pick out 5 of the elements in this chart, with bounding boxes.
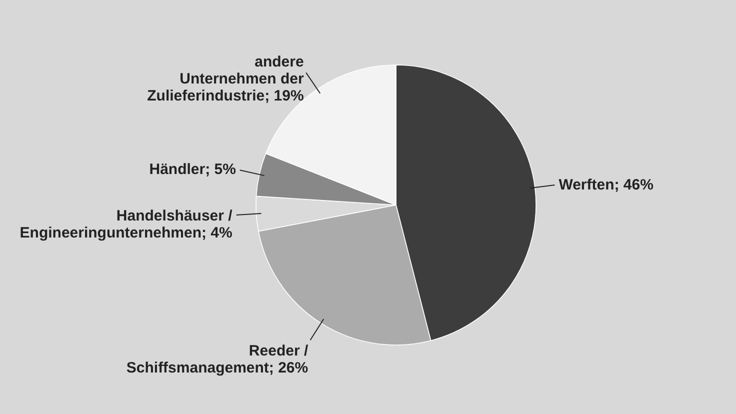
slice-label: Händler; 5% xyxy=(149,161,236,178)
slice-label: andere Unternehmen der Zulieferindustrie; 19% xyxy=(147,53,304,104)
slice-label: Werften; 46% xyxy=(558,176,654,194)
slice-label: Handelshäuser / Engineeringunternehmen; 4% xyxy=(20,207,234,242)
slice-label: Reeder / Schiffsmanagement; 26% xyxy=(126,342,309,376)
